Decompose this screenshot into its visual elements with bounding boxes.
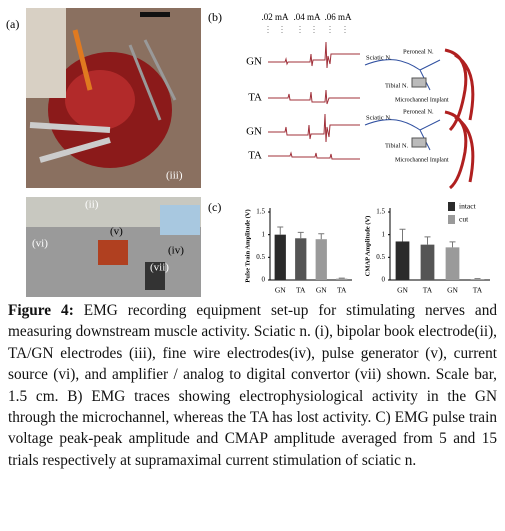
x-tick-label: GN: [397, 286, 408, 295]
nerve-diagram: [364, 48, 475, 190]
panel-label: (c): [208, 200, 221, 214]
trace-label: TA: [248, 92, 262, 104]
current-label: .02 mA: [262, 12, 290, 22]
tissue: [65, 70, 135, 130]
photo-label: (iii): [166, 170, 183, 182]
bar: [445, 247, 460, 280]
x-tick-label: GN: [447, 286, 458, 295]
legend-swatch: [448, 202, 455, 211]
error-bar: [424, 236, 431, 245]
forceps: [29, 122, 111, 133]
error-bar: [399, 228, 406, 242]
diagram-label: Peroneal N.: [403, 48, 434, 55]
panel-label: (a): [6, 17, 19, 31]
legend-label: cut: [459, 215, 469, 224]
diagram-label: Sciatic N.: [366, 54, 392, 61]
trace-label: TA: [248, 150, 262, 162]
diagram-label: Microchannel Implant: [395, 157, 449, 163]
bar: [336, 278, 348, 280]
bar: [420, 244, 435, 280]
error-bar: [318, 233, 325, 240]
photo-label: (v): [110, 226, 123, 238]
error-bar: [297, 231, 304, 239]
needle: [143, 39, 177, 101]
current-label: .04 mA: [294, 12, 322, 22]
diagram-label: Sciatic N.: [366, 114, 392, 121]
x-tick-label: GN: [275, 286, 286, 295]
panel-label: (b): [208, 10, 222, 24]
x-tick-label: TA: [473, 286, 483, 295]
bar: [395, 241, 410, 280]
caption: Figure 4: EMG recording equipment set-up…: [8, 300, 497, 471]
bar: [274, 234, 286, 280]
bar: [470, 279, 485, 280]
figure: (a) (iii) (ii) (iv) (v) (vi) (vii) (b) .…: [6, 8, 490, 297]
x-tick-label: GN: [316, 286, 327, 295]
y-tick-label: 1.5: [256, 208, 265, 216]
fur: [26, 8, 66, 98]
error-bar: [449, 241, 456, 248]
caption-text: EMG recording equipment set-up for stimu…: [8, 302, 497, 469]
legend-swatch: [448, 215, 455, 224]
bar: [295, 238, 307, 280]
traces: [268, 41, 360, 160]
diagram-label: Microchannel Implant: [395, 97, 449, 103]
current-label: .06 mA: [325, 12, 353, 22]
diagram-label: Tibial N.: [385, 142, 409, 149]
bar: [315, 239, 327, 280]
y-tick-label: 1: [382, 230, 386, 238]
x-tick-label: TA: [337, 286, 347, 295]
amplifier: [145, 262, 165, 290]
y-axis-label: CMAP Amplitude (V): [364, 216, 371, 277]
y-tick-label: 0.5: [376, 253, 385, 261]
needle: [128, 44, 162, 121]
y-tick-label: 1: [262, 230, 266, 238]
y-tick-label: 1.5: [376, 208, 385, 216]
diagram-label: Tibial N.: [385, 82, 409, 89]
stim-markers: [267, 26, 346, 34]
y-tick-label: 0.5: [256, 253, 265, 261]
x-tick-label: TA: [423, 286, 433, 295]
y-tick-label: 0: [262, 276, 266, 284]
drape: [160, 205, 200, 235]
diagram-label: Peroneal N.: [403, 108, 434, 115]
y-axis-label: Pulse Train Amplitude (V): [244, 209, 251, 282]
caption-label: Figure 4:: [8, 302, 74, 319]
photo-label: (vii): [150, 262, 169, 274]
forceps: [39, 137, 111, 163]
y-tick-label: 0: [382, 276, 386, 284]
trace-label: GN: [246, 126, 262, 138]
trace-label: GN: [246, 56, 262, 68]
pulse-generator: [98, 240, 128, 265]
photo-label: (iv): [168, 245, 184, 257]
photo-label: (ii): [85, 199, 99, 211]
legend-label: intact: [459, 202, 477, 211]
photo-label: (vi): [32, 238, 48, 250]
scale-bar: [140, 12, 170, 17]
x-tick-label: TA: [296, 286, 306, 295]
error-bar: [277, 226, 284, 235]
electrode: [72, 29, 93, 91]
